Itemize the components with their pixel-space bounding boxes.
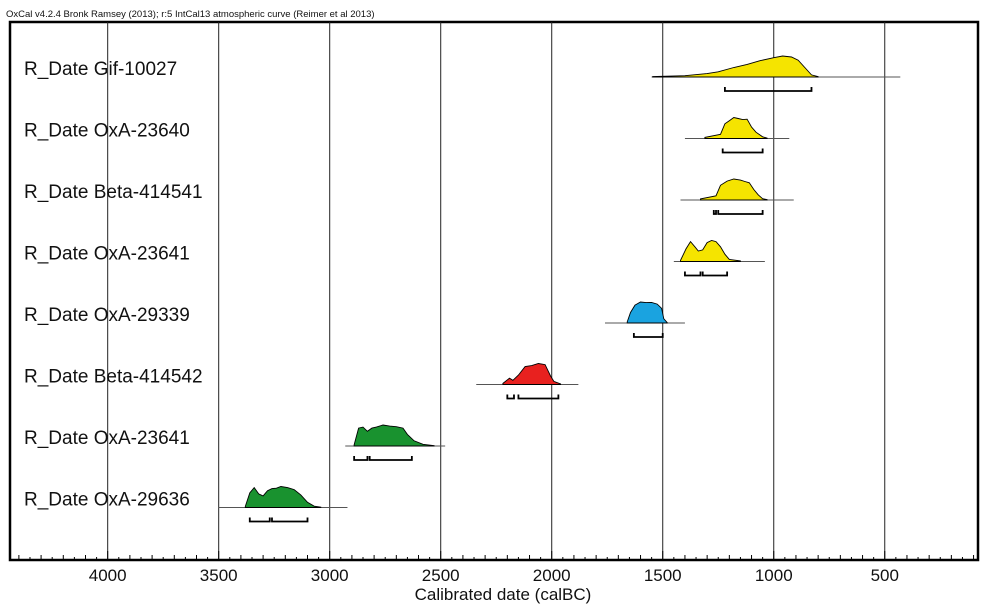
hpd-range-2 bbox=[517, 394, 560, 400]
tick-label-2500: 2500 bbox=[422, 566, 460, 585]
series-row-2: R_Date OxA-23640 bbox=[24, 117, 790, 154]
series-row-4: R_Date OxA-23641 bbox=[24, 240, 765, 277]
hpd-range-1 bbox=[353, 456, 369, 461]
tick-label-2000: 2000 bbox=[533, 566, 571, 585]
plot-frame bbox=[8, 20, 980, 562]
hpd-range-1 bbox=[684, 271, 702, 277]
series-label: R_Date Beta-414541 bbox=[24, 182, 203, 203]
series-label: R_Date OxA-23640 bbox=[24, 121, 190, 142]
series-label: R_Date OxA-23641 bbox=[24, 244, 190, 265]
series-group: R_Date Gif-10027 R_Date OxA-23640 R_Date B… bbox=[24, 55, 901, 523]
tick-label-500: 500 bbox=[871, 566, 899, 585]
hpd-range-2 bbox=[701, 271, 729, 277]
tick-label-1500: 1500 bbox=[644, 566, 682, 585]
probability-distribution bbox=[244, 486, 322, 508]
hpd-range-1 bbox=[712, 210, 717, 215]
hpd-range-1 bbox=[632, 333, 664, 338]
hpd-range-2 bbox=[717, 210, 764, 215]
hpd-range-2 bbox=[271, 517, 309, 523]
x-axis-label: Calibrated date (calBC) bbox=[415, 585, 592, 604]
probability-distribution bbox=[700, 178, 768, 201]
series-row-6: R_Date Beta-414542 bbox=[24, 363, 579, 400]
tick-label-1000: 1000 bbox=[755, 566, 793, 585]
x-axis: 4000 3500 3000 2500 2000 1500 1000 500 bbox=[18, 551, 975, 585]
series-label: R_Date OxA-29636 bbox=[24, 490, 190, 511]
series-label: R_Date Gif-10027 bbox=[24, 59, 177, 80]
series-row-8: R_Date OxA-29636 bbox=[24, 486, 348, 523]
probability-distribution bbox=[680, 240, 741, 262]
hpd-range-1 bbox=[721, 148, 764, 154]
series-label: R_Date OxA-23641 bbox=[24, 428, 190, 449]
probability-distribution bbox=[353, 424, 435, 447]
tick-label-3500: 3500 bbox=[200, 566, 238, 585]
series-row-3: R_Date Beta-414541 bbox=[24, 178, 794, 215]
series-row-1: R_Date Gif-10027 bbox=[24, 55, 901, 92]
probability-distribution bbox=[652, 55, 819, 78]
probability-distribution bbox=[704, 117, 768, 139]
series-row-5: R_Date OxA-29339 bbox=[24, 301, 685, 338]
tick-label-3000: 3000 bbox=[311, 566, 349, 585]
hpd-range-1 bbox=[506, 394, 515, 400]
plot-area bbox=[8, 20, 980, 562]
probability-distribution bbox=[502, 363, 562, 385]
hpd-range-1 bbox=[723, 87, 813, 92]
tick-label-4000: 4000 bbox=[89, 566, 127, 585]
grid-lines bbox=[107, 22, 886, 560]
series-row-7: R_Date OxA-23641 bbox=[24, 424, 446, 461]
series-label: R_Date Beta-414542 bbox=[24, 367, 203, 388]
hpd-range-2 bbox=[368, 456, 413, 461]
probability-distribution bbox=[626, 301, 668, 324]
chart-header: OxCal v4.2.4 Bronk Ramsey (2013); r:5 In… bbox=[6, 9, 375, 20]
series-label: R_Date OxA-29339 bbox=[24, 305, 190, 326]
hpd-range-1 bbox=[248, 517, 271, 523]
